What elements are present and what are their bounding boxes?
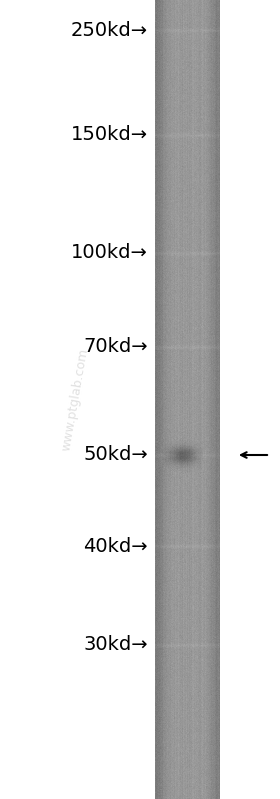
Text: www.ptglab.com: www.ptglab.com — [60, 348, 90, 452]
Text: 250kd→: 250kd→ — [71, 21, 148, 39]
Text: 150kd→: 150kd→ — [71, 125, 148, 145]
Text: 100kd→: 100kd→ — [71, 244, 148, 263]
Text: 50kd→: 50kd→ — [83, 446, 148, 464]
Text: 70kd→: 70kd→ — [83, 337, 148, 356]
Text: 40kd→: 40kd→ — [83, 536, 148, 555]
Text: 30kd→: 30kd→ — [83, 635, 148, 654]
